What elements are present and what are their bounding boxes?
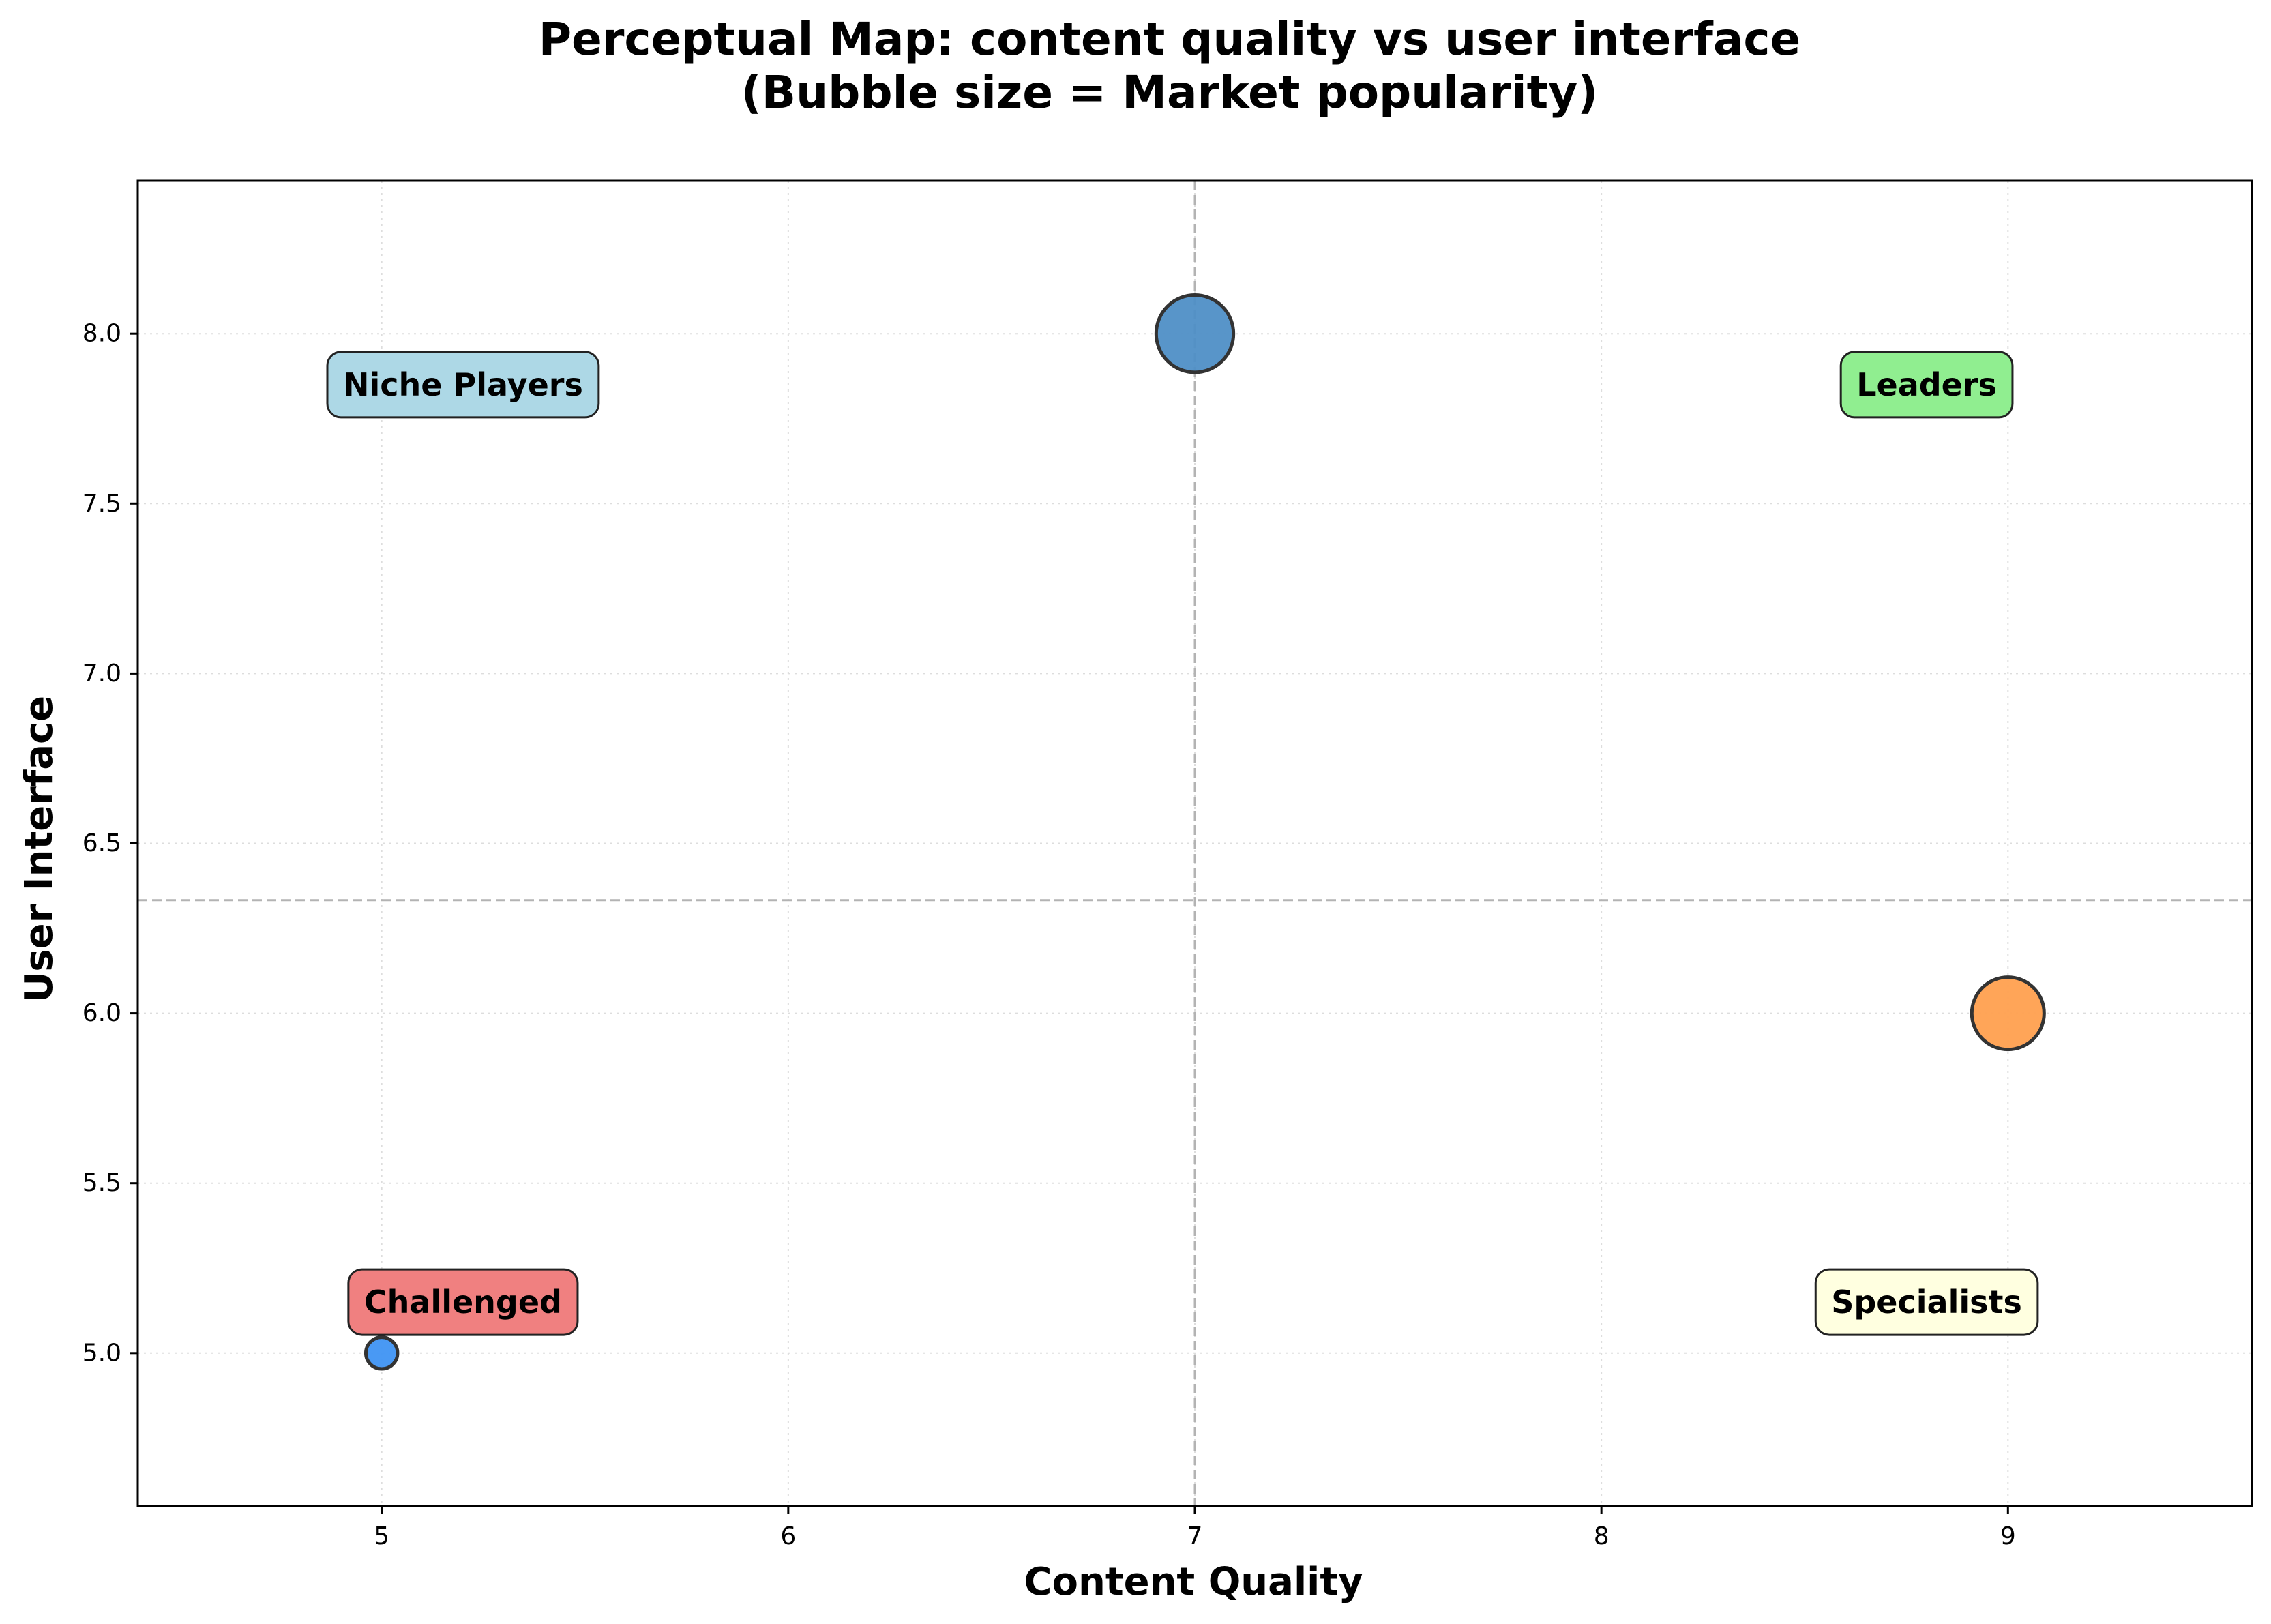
x-tick-label: 9 bbox=[2000, 1522, 2016, 1550]
x-tick-label: 6 bbox=[780, 1522, 796, 1550]
quadrant-label-box bbox=[347, 1268, 579, 1336]
x-tick-label: 7 bbox=[1187, 1522, 1203, 1550]
y-tick-label: 8.0 bbox=[83, 320, 121, 348]
quadrant-label-text: Leaders bbox=[1856, 366, 1997, 403]
quadrant-label: Leaders bbox=[1839, 351, 2014, 419]
quadrant-label: Challenged bbox=[347, 1268, 579, 1336]
quadrant-label: Niche Players bbox=[326, 351, 600, 419]
quadrant-label-box bbox=[326, 351, 600, 419]
y-axis-label: User Interface bbox=[17, 696, 61, 1003]
y-tick-label: 6.0 bbox=[83, 999, 121, 1027]
x-tick-label: 8 bbox=[1594, 1522, 1609, 1550]
y-tick-label: 7.5 bbox=[83, 490, 121, 518]
quadrant-labels: Niche Players Leaders Challenged Specialist… bbox=[326, 351, 2039, 1336]
y-tick-label: 6.5 bbox=[83, 829, 121, 857]
data-point-bubble bbox=[1154, 293, 1236, 374]
x-tick-label: 5 bbox=[374, 1522, 389, 1550]
data-points bbox=[363, 293, 2046, 1371]
quadrant-label-text: Niche Players bbox=[343, 366, 583, 403]
x-axis-ticks: 5 6 7 8 9 bbox=[374, 1506, 2016, 1550]
y-axis-ticks: 5.0 5.5 6.0 6.5 7.0 7.5 8.0 bbox=[83, 320, 138, 1367]
data-point-bubble bbox=[1970, 975, 2046, 1052]
quadrant-label-box bbox=[1814, 1268, 2039, 1336]
y-tick-label: 5.5 bbox=[83, 1169, 121, 1197]
data-point-bubble bbox=[363, 1335, 400, 1371]
x-axis-label: Content Quality bbox=[1024, 1560, 1363, 1604]
quadrant-label-text: Challenged bbox=[364, 1284, 562, 1320]
y-tick-label: 7.0 bbox=[83, 660, 121, 688]
reference-lines bbox=[138, 181, 2252, 1506]
quadrant-label-text: Specialists bbox=[1831, 1284, 2022, 1320]
chart-title-line-1: Perceptual Map: content quality vs user … bbox=[539, 13, 1801, 65]
chart-title-line-2: (Bubble size = Market popularity) bbox=[741, 66, 1599, 119]
quadrant-label: Specialists bbox=[1814, 1268, 2039, 1336]
quadrant-label-box bbox=[1839, 351, 2014, 419]
y-tick-label: 5.0 bbox=[83, 1339, 121, 1367]
